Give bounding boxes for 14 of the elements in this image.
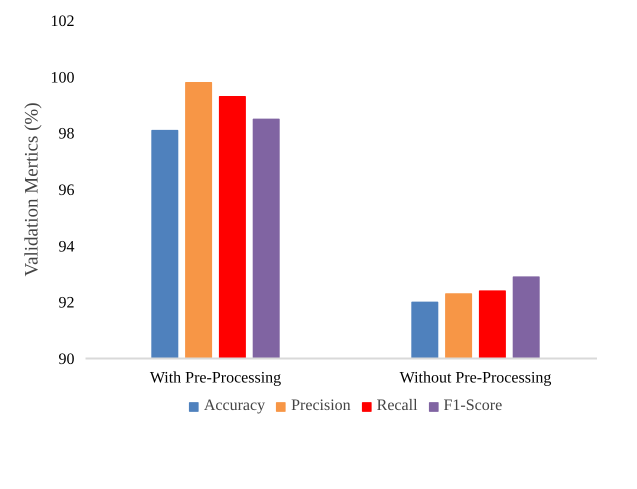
y-tick-label: 92: [58, 294, 74, 312]
y-tick-label: 90: [58, 351, 74, 368]
y-tick-label: 94: [58, 238, 74, 256]
legend-label: Accuracy: [204, 397, 266, 415]
x-tick-label: Without Pre-Processing: [400, 370, 552, 386]
y-tick-label: 98: [58, 126, 74, 143]
y-tick-label: 96: [58, 182, 74, 199]
y-tick-label: 100: [50, 69, 74, 86]
y-axis-title: Validation Mertics (%): [22, 102, 42, 277]
legend-label: Recall: [376, 397, 418, 415]
y-tick-label: 102: [50, 13, 74, 30]
legend-label: Precision: [291, 397, 351, 415]
legend-label: F1-Score: [444, 397, 502, 415]
x-tick-label: With Pre-Processing: [150, 370, 282, 386]
